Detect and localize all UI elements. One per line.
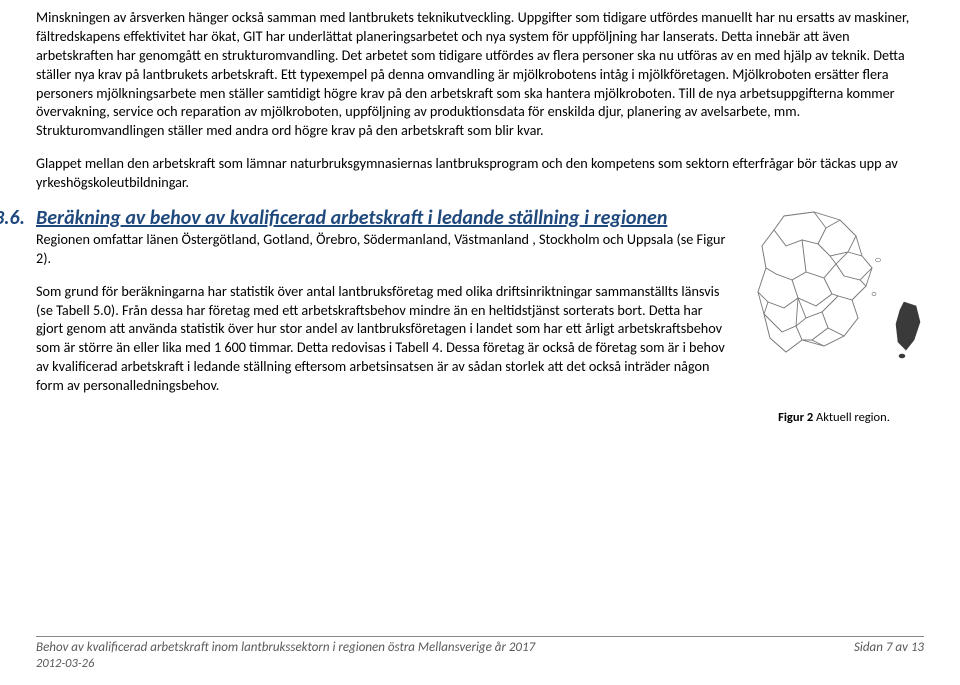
- paragraph-4: Som grund för beräkningarna har statisti…: [36, 282, 726, 395]
- page-footer: Behov av kvalificerad arbetskraft inom l…: [36, 636, 924, 671]
- footer-page: Sidan 7 av 13: [854, 640, 924, 671]
- region-map: [744, 206, 924, 406]
- paragraph-3: Regionen omfattar länen Östergötland, Go…: [36, 230, 726, 268]
- figure-caption-text: Aktuell region.: [813, 410, 890, 425]
- section-number: 3.6.: [0, 206, 36, 230]
- figure-caption: Figur 2 Aktuell region.: [778, 410, 890, 425]
- figure-label: Figur 2: [778, 410, 813, 425]
- paragraph-2: Glappet mellan den arbetskraft som lämna…: [36, 154, 924, 192]
- paragraph-1: Minskningen av årsverken hänger också sa…: [36, 8, 924, 140]
- section-title: Beräkning av behov av kvalificerad arbet…: [36, 206, 667, 230]
- footer-date: 2012-03-26: [36, 656, 535, 671]
- footer-title: Behov av kvalificerad arbetskraft inom l…: [36, 640, 535, 655]
